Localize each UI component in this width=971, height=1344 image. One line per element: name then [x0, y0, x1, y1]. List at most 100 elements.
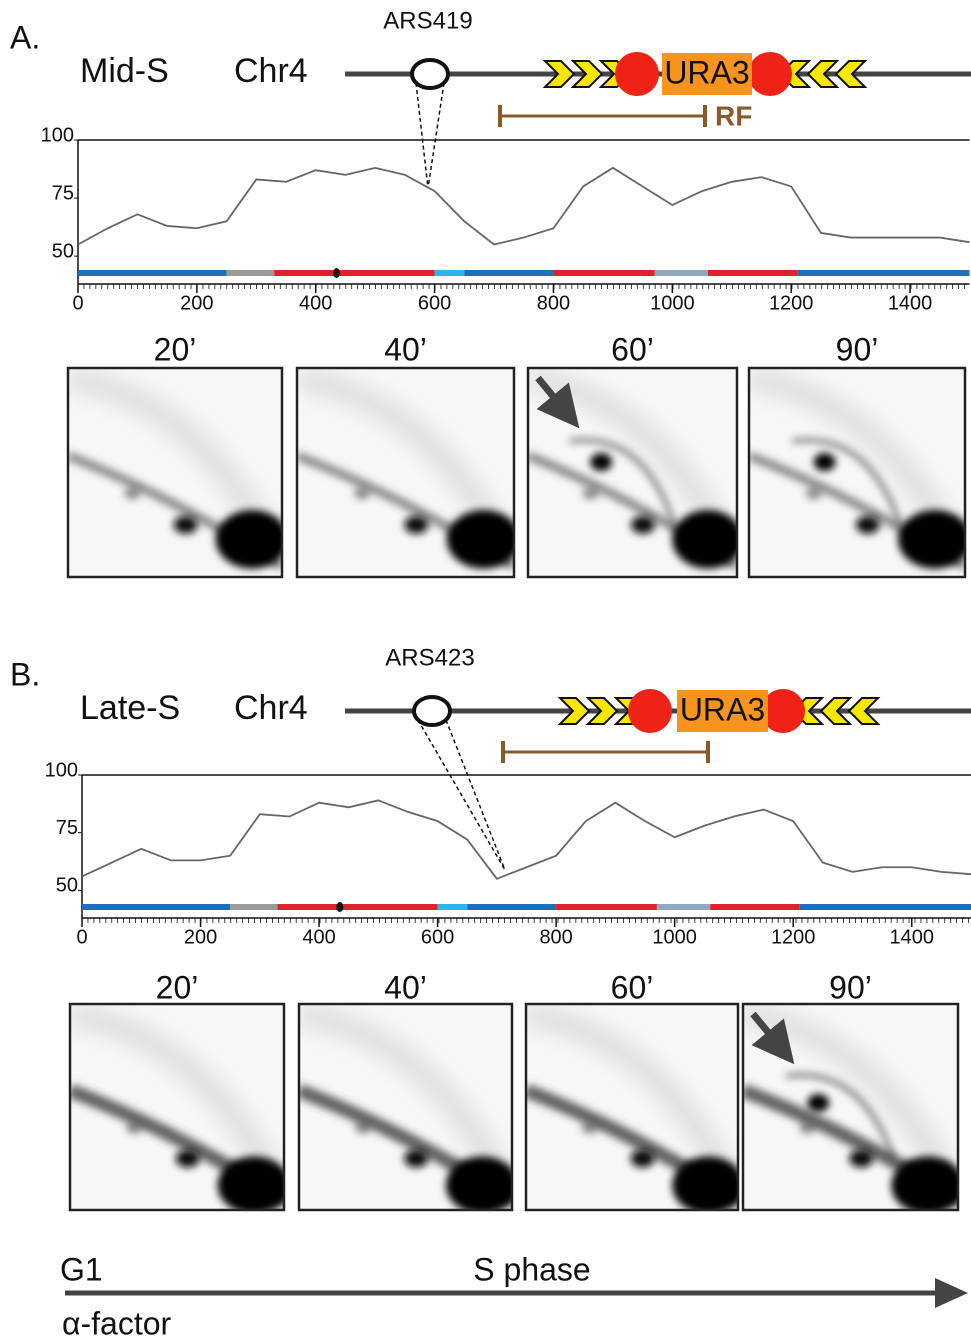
barrier [761, 689, 805, 733]
gene-label: URA3 [680, 691, 765, 727]
y-tick-label: 100 [45, 759, 78, 781]
gel-spot [799, 1121, 816, 1134]
timing-bar [230, 904, 278, 910]
gel-arc [299, 1004, 512, 1185]
gel-time: 90’ [829, 969, 872, 1005]
gel-spot [630, 515, 655, 534]
gel-spot [582, 487, 599, 500]
gel-image [68, 368, 282, 577]
gel-spot [805, 487, 822, 500]
origin-link [427, 82, 445, 189]
x-tick-label: 600 [418, 292, 451, 314]
timing-bar [556, 904, 657, 910]
chevron [585, 697, 619, 725]
chevron [806, 60, 840, 88]
gel-frame [297, 1002, 514, 1212]
gel-spot [404, 515, 429, 534]
origin-link [417, 719, 506, 871]
gel-frame [741, 1002, 960, 1212]
y-tick-label: 75 [52, 182, 74, 204]
timing-bar [277, 904, 438, 910]
gel-blob [445, 1156, 512, 1210]
gel-time: 40’ [384, 331, 427, 367]
gel-spot [124, 487, 141, 500]
y-tick-label: 50 [52, 240, 74, 262]
panel-label: B. [10, 656, 40, 692]
gel-time: 40’ [384, 969, 427, 1005]
gel-arrow [535, 375, 580, 429]
gel-image [299, 1004, 512, 1210]
gel-time: 60’ [611, 969, 654, 1005]
origin-link [415, 82, 429, 189]
gel-blob [891, 1156, 958, 1210]
chevron [542, 60, 576, 88]
x-tick-label: 1000 [650, 292, 695, 314]
timing-bar [710, 904, 800, 910]
timing-bar [226, 270, 275, 276]
gel-spot [175, 1149, 200, 1168]
phase-label: Late-S [80, 689, 180, 727]
gel-blob [672, 510, 737, 569]
x-tick-label: 200 [180, 292, 213, 314]
gel-spot [849, 1149, 874, 1168]
chevron [570, 60, 604, 88]
timing-bar [654, 270, 708, 276]
x-tick-label: 0 [76, 926, 87, 948]
barrier [615, 52, 659, 96]
chevron [557, 697, 591, 725]
gel-arc [526, 1004, 738, 1185]
timing-bar [799, 904, 971, 910]
origin-link [445, 719, 506, 871]
x-tick-label: 400 [302, 926, 335, 948]
barrier [628, 689, 672, 733]
gel-bubble-arc [569, 437, 677, 526]
gel-blob [446, 510, 514, 569]
phase-label: Mid-S [80, 52, 169, 90]
gel-frame [524, 1002, 740, 1212]
gel-bubble-spot [813, 453, 836, 472]
centromere [336, 902, 344, 912]
centromere [333, 268, 341, 278]
gel-image [526, 1004, 738, 1210]
x-tick-label: 800 [537, 292, 570, 314]
gel-image [743, 1004, 958, 1210]
timeline-arrowhead [935, 1278, 968, 1308]
x-tick-label: 1400 [888, 292, 933, 314]
gel-bubble-spot [807, 1093, 830, 1112]
timeline-treatment: α-factor [62, 1305, 172, 1341]
timing-bar [274, 270, 435, 276]
gel-frame [526, 366, 739, 579]
gel-bubble-arc [791, 437, 903, 526]
gel-bubble-spot [590, 453, 613, 472]
origin-circle [412, 695, 452, 727]
gel-blob [215, 510, 282, 569]
gel-frame [295, 366, 516, 579]
gel-blob [672, 1156, 738, 1210]
chevron [834, 60, 868, 88]
x-tick-label: 1200 [771, 926, 816, 948]
timeline-phase: S phase [473, 1251, 590, 1287]
timing-bar [553, 270, 655, 276]
timing-bar [78, 270, 227, 276]
gel-spot [581, 1121, 598, 1134]
origin-circle [410, 58, 450, 90]
gel-spot [354, 1121, 371, 1134]
gel-time: 90’ [836, 331, 879, 367]
gel-image [297, 368, 514, 577]
gel-spot [855, 515, 880, 534]
gel-image [528, 368, 737, 577]
x-tick-label: 1400 [889, 926, 934, 948]
gel-spot [173, 515, 198, 534]
chevron [819, 697, 853, 725]
gel-arc [70, 1004, 284, 1185]
y-tick-label: 100 [41, 124, 74, 146]
gel-time: 60’ [611, 331, 654, 367]
gel-frame [68, 1002, 286, 1212]
timeline-start: G1 [60, 1251, 103, 1287]
timing-bar [467, 904, 557, 910]
replication-profile [77, 166, 970, 246]
timing-bar [797, 270, 970, 276]
gel-bubble-arc [785, 1072, 896, 1160]
timing-bar [434, 270, 465, 276]
